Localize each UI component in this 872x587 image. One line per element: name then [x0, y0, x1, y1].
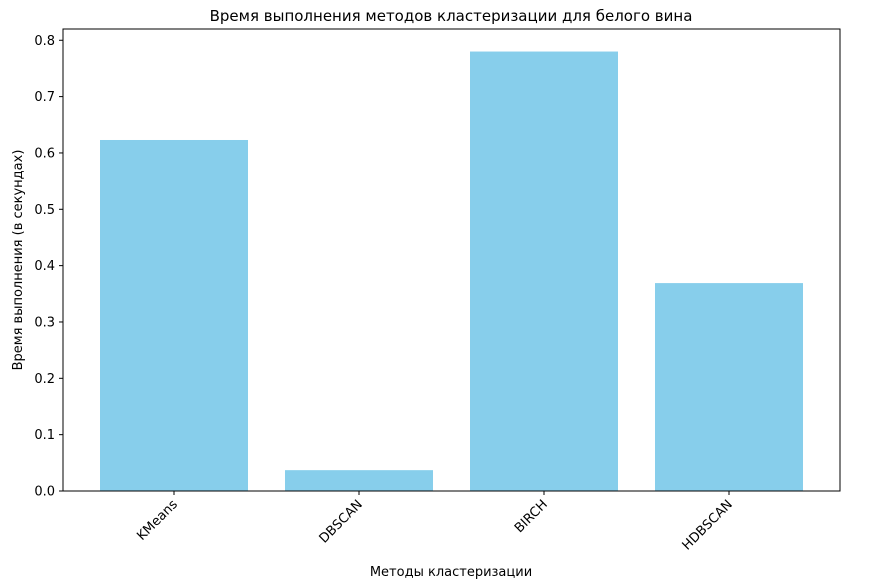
bars-group	[100, 51, 803, 491]
x-tick-label-hdbscan: HDBSCAN	[680, 497, 736, 553]
x-tick-label-dbscan: DBSCAN	[317, 497, 366, 546]
y-tick-label: 0.7	[34, 90, 55, 105]
y-tick-label: 0.2	[34, 372, 55, 387]
y-tick-label: 0.5	[34, 203, 55, 218]
bar-birch	[470, 51, 618, 491]
y-tick-label: 0.4	[34, 259, 55, 274]
bar-dbscan	[285, 470, 433, 491]
bar-kmeans	[100, 139, 248, 491]
y-axis-label: Время выполнения (в секундах)	[11, 150, 26, 371]
y-tick-label: 0.0	[34, 485, 55, 500]
bar-hdbscan	[655, 283, 803, 491]
y-tick-label: 0.1	[34, 428, 55, 443]
x-axis-label: Методы кластеризации	[370, 565, 532, 580]
chart-title: Время выполнения методов кластеризации д…	[210, 7, 693, 25]
y-tick-label: 0.6	[34, 146, 55, 161]
y-tick-label: 0.3	[34, 315, 55, 330]
x-tick-label-birch: BIRCH	[512, 497, 551, 536]
plot-frame	[62, 28, 841, 492]
x-tick-label-kmeans: KMeans	[134, 497, 181, 544]
x-axis-ticks: KMeans DBSCAN BIRCH HDBSCAN	[134, 491, 736, 553]
y-tick-label: 0.8	[34, 34, 55, 49]
y-axis-ticks: 0.0 0.1 0.2 0.3 0.4 0.5 0.6 0.7 0.8	[34, 34, 63, 500]
